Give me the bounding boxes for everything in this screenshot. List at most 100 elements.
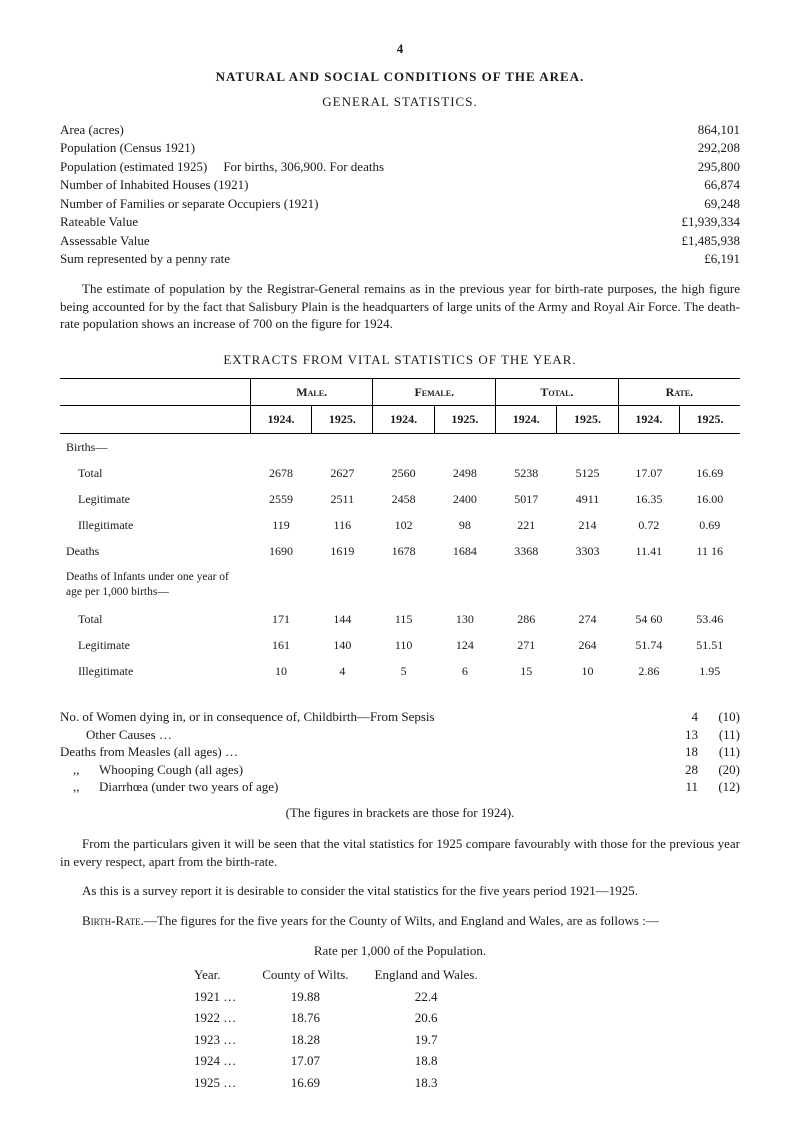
col-group-rate: Rate.: [618, 379, 740, 406]
year-col: 1924.: [373, 406, 434, 433]
stat-value: £1,485,938: [650, 232, 740, 250]
cause-label: ,, Diarrhœa (under two years of age): [60, 778, 662, 796]
col-group-female: Female.: [373, 379, 496, 406]
stat-mid: [150, 232, 650, 250]
row-label: Total: [60, 460, 250, 486]
rate-row: 1924 …17.0718.8: [182, 1051, 490, 1071]
cell-value: [496, 565, 557, 606]
rate-year: 1923 …: [182, 1030, 248, 1050]
col-group-male: Male.: [250, 379, 373, 406]
cell-value: 264: [557, 632, 618, 658]
stat-mid: For births, 306,900. For deaths: [207, 158, 650, 176]
vital-statistics-table: Male. Female. Total. Rate. 1924. 1925. 1…: [60, 378, 740, 694]
row-label: Deaths: [60, 538, 250, 564]
cell-value: [557, 433, 618, 460]
cell-value: [250, 565, 311, 606]
cell-value: [373, 433, 434, 460]
cell-value: 6: [434, 658, 495, 684]
stat-label: Assessable Value: [60, 232, 150, 250]
rate-head-england: England and Wales.: [363, 965, 490, 985]
cause-label: Other Causes …: [60, 726, 662, 744]
cause-label: Deaths from Measles (all ages) …: [60, 743, 662, 761]
birthrate-lead: Birth-Rate.: [82, 913, 144, 928]
cell-value: 1690: [250, 538, 311, 564]
stat-value: £6,191: [650, 250, 740, 268]
col-group-total: Total.: [496, 379, 619, 406]
table-row: Births—: [60, 433, 740, 460]
row-label: Illegitimate: [60, 512, 250, 538]
cell-value: 140: [312, 632, 373, 658]
stat-value: 292,208: [650, 139, 740, 157]
cell-value: 5125: [557, 460, 618, 486]
cell-value: 98: [434, 512, 495, 538]
cell-value: 1684: [434, 538, 495, 564]
paragraph-survey: As this is a survey report it is desirab…: [60, 882, 740, 900]
year-col: 1925.: [679, 406, 740, 433]
cell-value: 2559: [250, 486, 311, 512]
cell-value: 271: [496, 632, 557, 658]
cause-row: ,, Whooping Cough (all ages)28(20): [60, 761, 740, 779]
figures-bracket-note: (The figures in brackets are those for 1…: [60, 804, 740, 822]
year-col: 1924.: [496, 406, 557, 433]
stat-mid: [124, 121, 650, 139]
rate-england: 19.7: [363, 1030, 490, 1050]
birth-rate-table: Year. County of Wilts. England and Wales…: [180, 963, 492, 1094]
general-stat-row: Population (Census 1921)292,208: [60, 139, 740, 157]
stat-mid: [195, 139, 650, 157]
cell-value: 2498: [434, 460, 495, 486]
cell-value: [312, 433, 373, 460]
stat-mid: [318, 195, 650, 213]
general-statistics-block: Area (acres) 864,101Population (Census 19…: [60, 121, 740, 268]
cell-value: 2.86: [618, 658, 679, 684]
stat-value: £1,939,334: [650, 213, 740, 231]
cause-paren: (12): [698, 778, 740, 796]
stat-value: 864,101: [650, 121, 740, 139]
stat-label: Area (acres): [60, 121, 124, 139]
cause-number: 28: [662, 761, 698, 779]
rate-wilts: 19.88: [250, 987, 360, 1007]
rate-england: 22.4: [363, 987, 490, 1007]
causes-list: No. of Women dying in, or in consequence…: [60, 708, 740, 796]
cause-paren: (11): [698, 743, 740, 761]
rate-head-year: Year.: [182, 965, 248, 985]
stat-inline-note: For births, 306,900. For deaths: [215, 159, 392, 174]
cell-value: 1.95: [679, 658, 740, 684]
paragraph-birthrate: Birth-Rate.—The figures for the five yea…: [60, 912, 740, 930]
cell-value: 4: [312, 658, 373, 684]
cell-value: 214: [557, 512, 618, 538]
stat-mid: [248, 176, 650, 194]
cell-value: 3368: [496, 538, 557, 564]
cell-value: 110: [373, 632, 434, 658]
birthrate-rest: —The figures for the five years for the …: [144, 913, 659, 928]
cell-value: 15: [496, 658, 557, 684]
paragraph-estimate: The estimate of population by the Regist…: [60, 280, 740, 333]
stat-label: Sum represented by a penny rate: [60, 250, 230, 268]
row-label: Total: [60, 606, 250, 632]
stat-label: Number of Families or separate Occupiers…: [60, 195, 318, 213]
cell-value: [250, 433, 311, 460]
sub-title: GENERAL STATISTICS.: [60, 93, 740, 111]
table-row: Total17114411513028627454 6053.46: [60, 606, 740, 632]
year-col: 1925.: [312, 406, 373, 433]
cell-value: 221: [496, 512, 557, 538]
cell-value: 115: [373, 606, 434, 632]
rate-caption: Rate per 1,000 of the Population.: [60, 942, 740, 960]
cell-value: 0.72: [618, 512, 679, 538]
cause-number: 13: [662, 726, 698, 744]
cell-value: 3303: [557, 538, 618, 564]
cell-value: 144: [312, 606, 373, 632]
general-stat-row: Number of Families or separate Occupiers…: [60, 195, 740, 213]
rate-england: 18.3: [363, 1073, 490, 1093]
row-label: Births—: [60, 433, 250, 460]
rate-wilts: 17.07: [250, 1051, 360, 1071]
stat-value: 295,800: [650, 158, 740, 176]
stat-label: Number of Inhabited Houses (1921): [60, 176, 248, 194]
year-col: 1924.: [618, 406, 679, 433]
cell-value: 286: [496, 606, 557, 632]
row-label: Legitimate: [60, 632, 250, 658]
rate-head-wilts: County of Wilts.: [250, 965, 360, 985]
cell-value: 161: [250, 632, 311, 658]
cell-value: 5238: [496, 460, 557, 486]
rate-row: 1925 …16.6918.3: [182, 1073, 490, 1093]
cell-value: 124: [434, 632, 495, 658]
